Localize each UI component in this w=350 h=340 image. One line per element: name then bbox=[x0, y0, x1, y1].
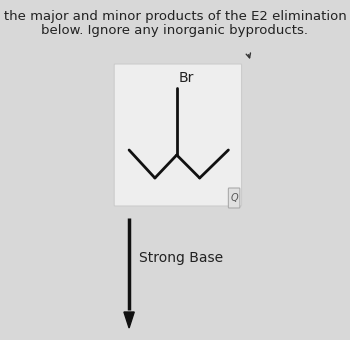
Polygon shape bbox=[124, 312, 134, 328]
Text: below. Ignore any inorganic byproducts.: below. Ignore any inorganic byproducts. bbox=[42, 24, 308, 37]
Text: Q: Q bbox=[230, 193, 238, 203]
FancyBboxPatch shape bbox=[114, 64, 242, 206]
Text: Br: Br bbox=[178, 71, 194, 85]
Text: Draw the major and minor products of the E2 elimination show: Draw the major and minor products of the… bbox=[0, 10, 350, 23]
FancyBboxPatch shape bbox=[229, 188, 240, 208]
Text: Strong Base: Strong Base bbox=[139, 251, 223, 265]
